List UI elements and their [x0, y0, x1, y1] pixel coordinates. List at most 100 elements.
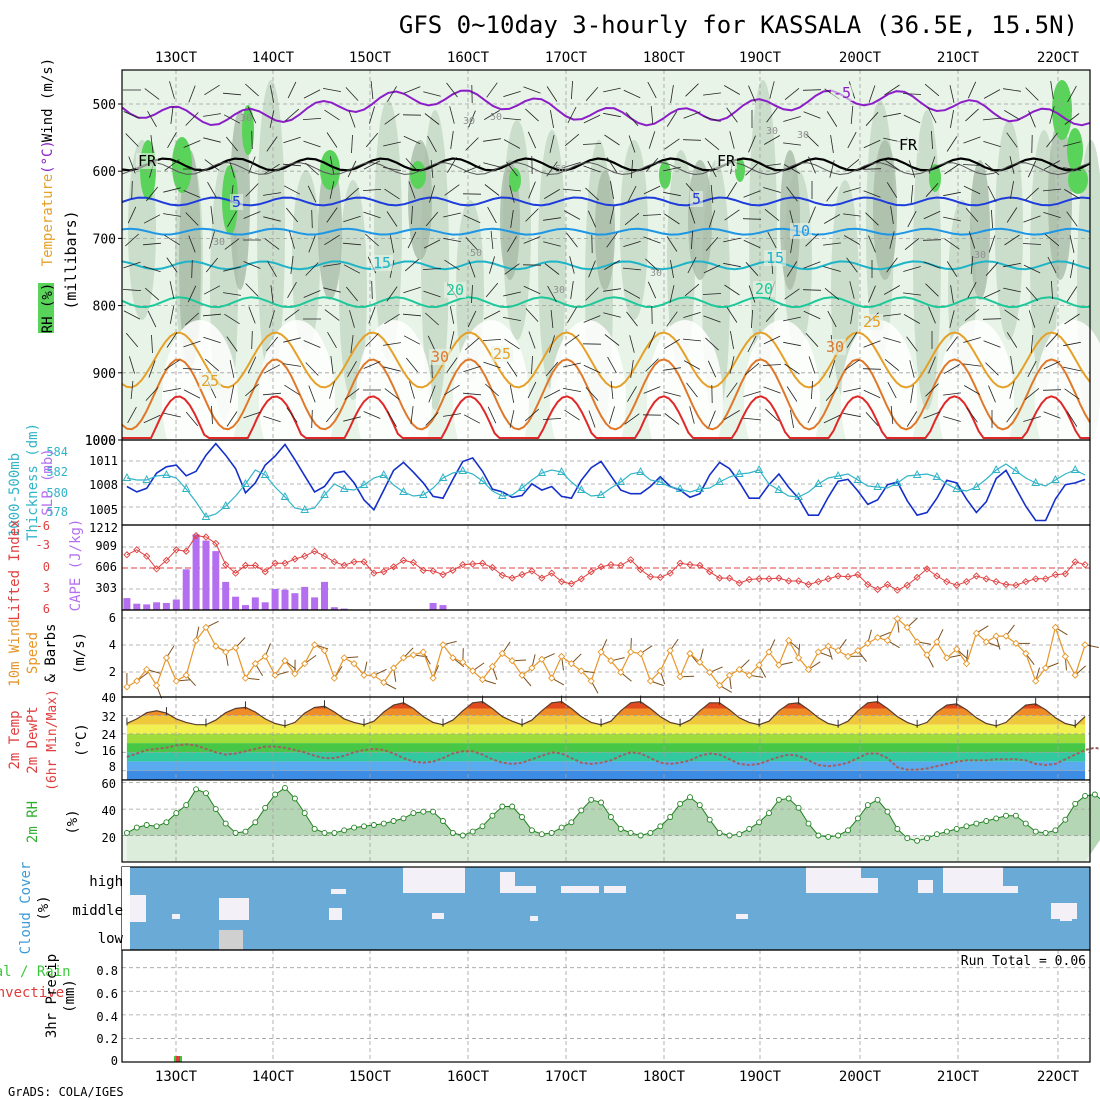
rh-contour-area — [620, 140, 648, 320]
wind-speed-marker — [459, 658, 467, 666]
cloud-patch — [736, 914, 748, 919]
date-label: 21OCT — [937, 1069, 980, 1085]
wind-barb — [504, 338, 520, 350]
wind-barb — [148, 360, 156, 378]
wind-barb — [348, 110, 356, 128]
lifted-index-marker — [646, 573, 655, 581]
wind-barb — [1009, 156, 1015, 174]
wind-barb — [1043, 360, 1061, 370]
wind-barb — [183, 190, 201, 198]
cape-bar — [222, 581, 230, 610]
lifted-index-marker — [1022, 578, 1030, 586]
rh-tick: 20 — [102, 831, 116, 845]
precip-convective-bar — [176, 1056, 180, 1062]
wind-barb — [943, 416, 961, 422]
rh-marker — [282, 784, 288, 791]
thickness-marker — [655, 476, 665, 485]
wind-barb — [983, 141, 1001, 147]
wind-barb — [906, 411, 918, 427]
wind-barb — [666, 236, 678, 252]
wind-barb — [383, 167, 401, 171]
rh-marker — [291, 795, 298, 802]
wind-barb — [846, 332, 858, 348]
thickness-marker — [497, 490, 507, 499]
thickness-marker — [873, 481, 882, 490]
temp-line — [126, 700, 1086, 727]
wind-speed-marker — [893, 615, 902, 623]
thickness-marker — [181, 483, 191, 492]
wind-barb — [705, 236, 719, 252]
wind-barb — [183, 389, 201, 399]
slp-axis-tick: 1000 — [85, 434, 116, 449]
wind-barb — [623, 89, 641, 99]
wind-barb — [703, 116, 721, 122]
thickness-tick: 578 — [46, 505, 68, 519]
wind-barb — [723, 237, 741, 243]
wind-barb — [805, 233, 819, 247]
temp-color-band — [126, 724, 1086, 734]
wind-barb — [763, 163, 781, 167]
wind-barb — [563, 388, 581, 392]
thickness-marker — [912, 469, 922, 478]
wind-barb — [407, 231, 417, 249]
wind-speed-marker — [607, 657, 615, 665]
wind-barb — [863, 340, 881, 348]
wind-speed-marker — [152, 681, 161, 690]
wind-speed-marker — [478, 675, 487, 684]
wind-barb — [729, 356, 735, 374]
rh-marker — [390, 818, 397, 824]
wind-barb — [689, 406, 695, 424]
wind-barb — [623, 289, 641, 299]
wind-barb — [585, 387, 599, 401]
wind-barb — [486, 82, 498, 98]
wind-barb — [707, 160, 717, 178]
wind-barb — [383, 366, 401, 372]
wind-barb — [928, 156, 936, 174]
date-label: 14OCT — [252, 1069, 295, 1085]
wind-barb — [1004, 234, 1020, 246]
wind-barb — [670, 260, 674, 278]
rh-marker — [568, 819, 575, 826]
wind-speed-marker — [528, 664, 536, 672]
contour-label-bg — [861, 314, 883, 330]
wind-barb — [764, 135, 780, 145]
wind-speed-marker — [953, 645, 961, 653]
wind-barb — [227, 211, 237, 227]
cape-bar — [242, 605, 249, 610]
wind-barb — [965, 207, 979, 223]
wind-barb — [628, 135, 636, 153]
lifted-index-marker — [409, 558, 418, 567]
lifted-index-marker — [913, 573, 921, 582]
temp-color-band — [126, 770, 1086, 780]
wind-barb — [463, 165, 481, 173]
wind-barb — [123, 111, 141, 119]
wind-barb — [387, 411, 397, 427]
wind-barb — [251, 330, 253, 350]
wind-barb — [248, 156, 256, 174]
wind-barb — [349, 310, 355, 328]
wind-barb — [344, 187, 360, 201]
lifted-index-marker — [587, 568, 595, 576]
wind-barb — [303, 89, 321, 99]
wind-speed-marker — [725, 671, 734, 679]
wind-speed-marker — [913, 638, 921, 646]
cloud-patch — [918, 880, 933, 893]
wind-barb — [543, 217, 561, 221]
wind-speed-marker — [755, 661, 763, 669]
wind-barb — [843, 213, 861, 217]
wind-barb — [1003, 88, 1021, 92]
contour-label: 20 — [446, 281, 464, 299]
wind-barb — [546, 161, 558, 177]
wind-barb — [726, 107, 738, 123]
rh-marker — [647, 829, 654, 836]
thickness-marker — [616, 476, 626, 485]
wind-speed-marker — [962, 660, 971, 668]
rh-contour-label: 30 — [766, 126, 778, 137]
rh-contour-area — [1048, 120, 1072, 280]
temp-label-a: 2m Temp — [7, 710, 23, 769]
rh-marker — [311, 825, 318, 832]
wind-speed-marker — [172, 677, 180, 685]
wind-barb — [604, 134, 620, 146]
wind-barb — [743, 391, 761, 397]
wind-barb — [844, 359, 860, 371]
